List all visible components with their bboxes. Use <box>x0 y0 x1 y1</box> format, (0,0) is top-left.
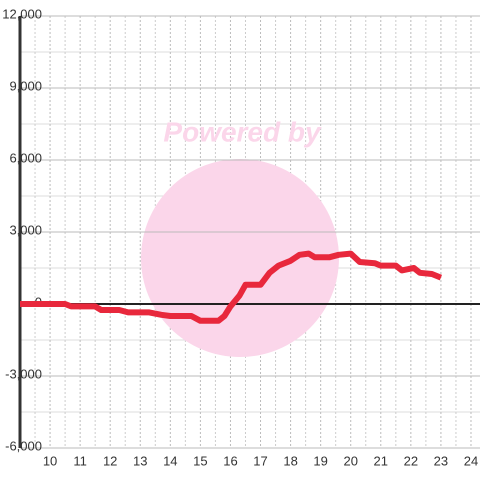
x-tick-label: 16 <box>223 453 237 468</box>
watermark: Powered by <box>141 116 339 357</box>
y-tick-label: -6,000 <box>5 438 42 453</box>
y-tick-label: 6,000 <box>9 150 42 165</box>
x-tick-label: 18 <box>283 453 297 468</box>
data-line <box>20 250 443 324</box>
y-tick-label: 3,000 <box>9 222 42 237</box>
y-tick-label: 12,000 <box>2 6 42 21</box>
x-tick-label: 10 <box>43 453 57 468</box>
x-tick-label: 15 <box>193 453 207 468</box>
watermark-circle <box>141 159 339 357</box>
x-tick-label: 17 <box>253 453 267 468</box>
x-tick-label: 24 <box>464 453 478 468</box>
x-tick-label: 22 <box>404 453 418 468</box>
x-tick-label: 14 <box>163 453 177 468</box>
x-tick-label: 13 <box>133 453 147 468</box>
y-tick-label: 9,000 <box>9 78 42 93</box>
x-tick-label: 20 <box>343 453 357 468</box>
x-tick-label: 19 <box>313 453 327 468</box>
x-tick-label: 21 <box>374 453 388 468</box>
x-tick-label: 11 <box>73 453 87 468</box>
x-tick-label: 12 <box>103 453 117 468</box>
y-tick-label: -3,000 <box>5 366 42 381</box>
x-tick-label: 23 <box>434 453 448 468</box>
watermark-text: Powered by <box>163 116 322 147</box>
